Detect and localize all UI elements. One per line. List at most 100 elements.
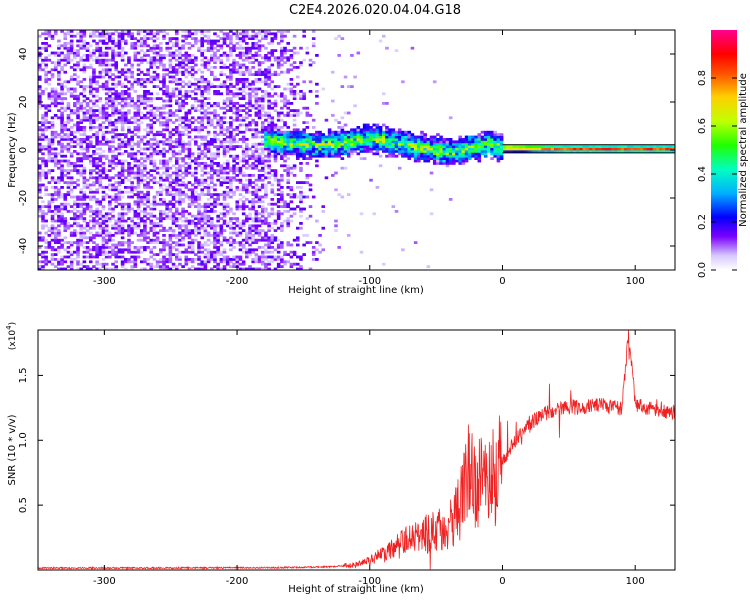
spectrogram-cell [260, 195, 265, 199]
spectrogram-cell [203, 255, 208, 259]
spectrogram-cell [171, 241, 176, 244]
spectrogram-cell [238, 37, 243, 40]
spectrogram-cell [133, 210, 138, 213]
spectrogram-cell [171, 171, 176, 175]
spectrogram-cell [143, 231, 147, 235]
spectrogram-cell [194, 87, 198, 91]
spectrogram-cell [206, 90, 211, 93]
spectrogram-cell [267, 243, 271, 247]
spectrogram-cell [426, 147, 431, 151]
spectrogram-cell [362, 142, 367, 146]
spectrogram-cell [139, 39, 144, 43]
spectrogram-cell [98, 157, 103, 160]
spectrogram-cell [187, 58, 192, 62]
spectrogram-cell [146, 195, 150, 199]
spectrogram-cell [235, 116, 240, 120]
spectrogram-cell [149, 222, 154, 225]
spectrogram-cell [117, 198, 122, 201]
spectrogram-cell [254, 102, 259, 105]
spectrogram-cell [254, 157, 259, 160]
spectrogram-cell [318, 138, 322, 141]
spectrogram-cell [69, 243, 74, 247]
spectrogram-cell [171, 262, 176, 266]
spectrogram-cell [104, 154, 109, 158]
spectrogram-cell [136, 94, 141, 98]
spectrogram-cell [245, 138, 249, 141]
spectrogram-cell [133, 226, 138, 230]
spectrogram-cell [146, 30, 150, 33]
spectrogram-cell [222, 66, 227, 69]
spectrogram-cell [219, 145, 224, 148]
spectrogram-cell [174, 188, 179, 192]
spectrogram-cell [152, 32, 157, 36]
spectrogram-cell [171, 265, 176, 268]
spectrogram-cell [311, 30, 316, 33]
spectrogram-cell [318, 154, 322, 158]
spectrogram-cell [66, 80, 71, 84]
spectrogram-cell [280, 46, 284, 50]
spectrogram-cell [111, 226, 115, 230]
spectrogram-cell [178, 198, 182, 201]
spectrogram-cell [254, 78, 259, 81]
spectrogram-cell [206, 150, 211, 153]
spectrogram-cell [276, 212, 281, 216]
spectrogram-cell [187, 181, 192, 184]
spectrogram-cell [120, 171, 125, 175]
spectrogram-cell [101, 205, 106, 208]
spectrogram-cell [213, 169, 217, 172]
spectrogram-cell [143, 97, 147, 100]
spectrogram-cell [286, 147, 291, 151]
spectrogram-cell [95, 56, 99, 60]
spectrogram-cell [139, 157, 144, 160]
spectrogram-cell [407, 135, 412, 139]
spectrogram-cell [111, 138, 115, 141]
spectrogram-cell [63, 224, 68, 228]
spectrogram-cell [76, 224, 80, 228]
spectrogram-cell [101, 231, 106, 235]
spectrogram-cell [79, 44, 83, 48]
spectrogram-cell [270, 126, 275, 129]
spectrogram-cell [159, 46, 163, 50]
spectrogram-cell [267, 222, 271, 225]
spectrogram-cell [114, 222, 119, 225]
spectrogram-cell [66, 46, 71, 50]
spectrogram-cell [149, 80, 154, 84]
spectrogram-cell [50, 68, 55, 72]
spectrogram-cell [270, 133, 275, 136]
spectrogram-cell [248, 51, 252, 55]
spectrogram-cell [44, 258, 48, 261]
spectrogram-cell [413, 138, 418, 141]
spectrogram-cell [88, 248, 93, 252]
spectrogram-cell [133, 171, 138, 175]
spectrogram-cell [203, 205, 208, 208]
spectrogram-cell [117, 195, 122, 199]
spectrogram-cell [152, 258, 157, 261]
spectrogram-cell [426, 265, 431, 268]
spectrogram-cell [95, 142, 99, 146]
spectrogram-cell [238, 87, 243, 91]
spectrogram-cell [197, 250, 201, 254]
spectrogram-cell [50, 147, 55, 151]
spectrogram-cell [95, 231, 99, 235]
spectrogram-cell [184, 82, 189, 86]
spectrogram-cell [203, 212, 208, 216]
spectrogram-cell [143, 212, 147, 216]
spectrogram-cell [270, 32, 275, 36]
spectrogram-cell [280, 226, 284, 230]
spectrogram-cell [321, 226, 326, 230]
spectrogram-cell [276, 238, 281, 242]
spectrogram-cell [197, 135, 201, 139]
spectrogram-cell [232, 169, 236, 172]
spectrogram-cell [152, 207, 157, 211]
spectrogram-cell [79, 195, 83, 199]
spectrogram-cell [38, 66, 42, 69]
spectrogram-cell [248, 37, 252, 40]
spectrogram-cell [257, 255, 262, 259]
spectrogram-cell [229, 42, 233, 45]
spectrogram-cell [286, 87, 291, 91]
spectrogram-cell [286, 186, 291, 189]
spectrogram-cell [162, 265, 166, 268]
spectrogram-cell [280, 243, 284, 247]
spectrogram-cell [241, 32, 246, 36]
spectrogram-cell [47, 104, 52, 108]
